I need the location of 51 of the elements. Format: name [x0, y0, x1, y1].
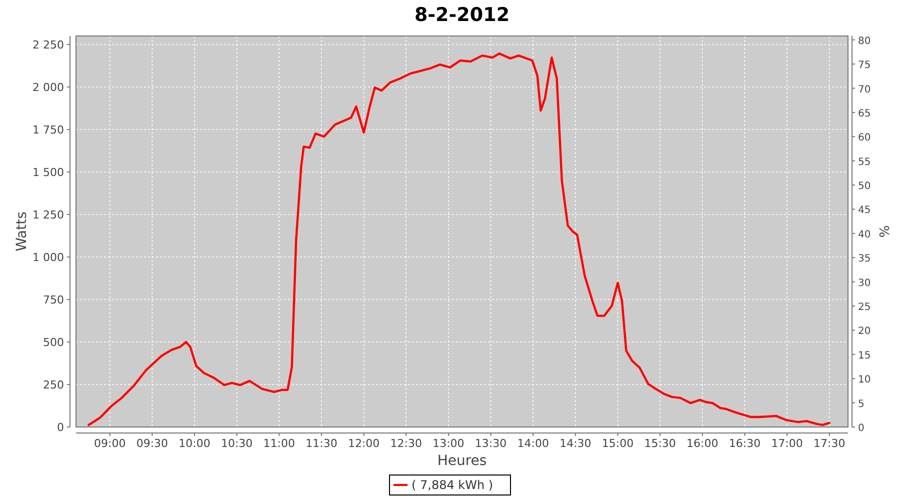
x-tick-label: 09:00: [94, 437, 126, 450]
y2-tick-label: 50: [858, 181, 871, 192]
y2-tick-label: 55: [858, 156, 871, 168]
y-tick-label: 500: [43, 336, 64, 349]
chart-title: 8-2-2012: [414, 4, 510, 26]
x-tick-label: 09:30: [136, 437, 168, 450]
y2-tick-label: 65: [858, 108, 871, 120]
y-tick-label: 2 000: [32, 81, 64, 94]
y2-tick-label: 45: [858, 205, 871, 216]
y2-tick-label: 30: [858, 278, 871, 289]
x-tick-label: 11:00: [263, 437, 296, 450]
y-axis-title: Watts: [14, 212, 30, 252]
x-tick-label: 15:00: [602, 437, 634, 450]
y2-tick-label: 35: [858, 254, 871, 265]
y-tick-label: 1 750: [32, 124, 64, 136]
y2-tick-label: 40: [858, 229, 871, 240]
y-tick-label: 0: [57, 421, 64, 434]
x-tick-label: 14:30: [560, 437, 592, 450]
x-tick-label: 11:30: [306, 437, 338, 450]
x-tick-label: 16:00: [686, 437, 718, 450]
x-tick-label: 10:30: [220, 437, 253, 450]
x-tick-label: 17:30: [814, 437, 846, 450]
x-tick-label: 10:00: [178, 437, 210, 450]
x-tick-label: 16:30: [728, 437, 761, 450]
y-tick-label: 1 250: [32, 208, 64, 222]
y-tick-label: 1 000: [32, 251, 64, 264]
x-tick-label: 12:30: [390, 437, 422, 450]
y2-tick-label: 75: [858, 60, 871, 72]
y2-tick-label: 5: [858, 398, 864, 410]
y-tick-label: 250: [43, 378, 64, 392]
x-tick-label: 13:00: [432, 437, 464, 450]
y-tick-label: 2 250: [32, 38, 64, 52]
x-tick-label: 15:30: [644, 437, 676, 450]
y2-tick-label: 15: [858, 350, 871, 362]
y2-tick-label: 20: [858, 326, 871, 338]
y2-tick-label: 25: [858, 302, 871, 314]
y-tick-label: 750: [43, 294, 64, 306]
y2-tick-label: 10: [858, 374, 871, 386]
x-tick-label: 14:00: [517, 437, 549, 450]
y2-tick-label: 0: [858, 423, 864, 434]
y2-axis-title: %: [878, 225, 893, 238]
x-tick-label: 12:00: [348, 437, 380, 450]
x-axis-title: Heures: [437, 453, 487, 469]
y2-tick-label: 80: [858, 36, 871, 47]
y2-tick-label: 70: [858, 84, 871, 96]
y2-tick-label: 60: [858, 132, 871, 144]
y-tick-label: 1 500: [32, 166, 64, 179]
x-tick-label: 17:00: [771, 437, 803, 450]
legend-label: ( 7,884 kWh ): [412, 478, 494, 492]
line-series: [88, 52, 830, 426]
x-tick-label: 13:30: [474, 437, 507, 450]
